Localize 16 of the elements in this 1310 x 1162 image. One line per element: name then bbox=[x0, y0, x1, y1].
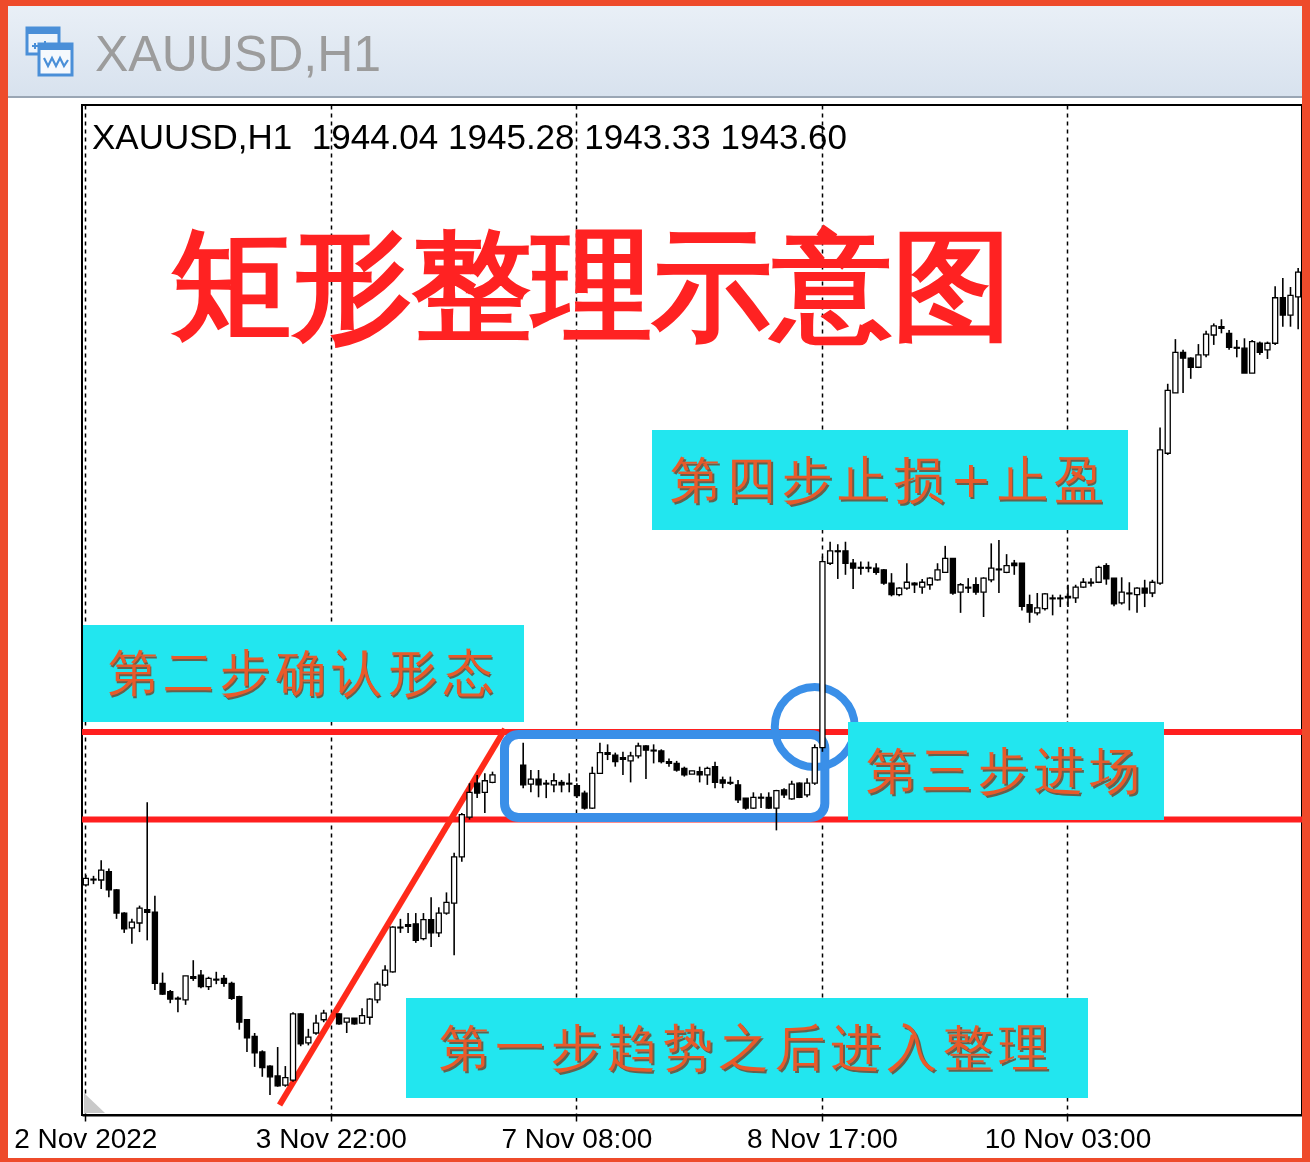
x-tick-label: 7 Nov 08:00 bbox=[501, 1122, 653, 1154]
annotation: 第四步止损+止盈 bbox=[670, 450, 1110, 509]
x-tick-label: 10 Nov 03:00 bbox=[984, 1122, 1152, 1154]
annotation: 第三步进场 bbox=[866, 741, 1147, 800]
candlestick bbox=[312, 1013, 320, 1036]
candlestick bbox=[520, 741, 527, 789]
text: XAUUSD,H1 bbox=[95, 26, 382, 82]
x-tick-label: 3 Nov 22:00 bbox=[255, 1122, 407, 1154]
chart-title: 矩形整理示意图 bbox=[172, 216, 1013, 356]
annotation: 第一步趋势之后进入整理 bbox=[439, 1018, 1056, 1077]
x-tick-label: 2 Nov 2022 bbox=[14, 1122, 158, 1154]
candlestick bbox=[734, 779, 742, 804]
annotation: 第二步确认形态 bbox=[107, 644, 500, 702]
chart-subtitle: XAUUSD,H1 1944.04 1945.28 1943.33 1943.60 bbox=[92, 117, 848, 157]
candlestick bbox=[1225, 329, 1233, 351]
x-tick-label: 8 Nov 17:00 bbox=[746, 1122, 898, 1154]
